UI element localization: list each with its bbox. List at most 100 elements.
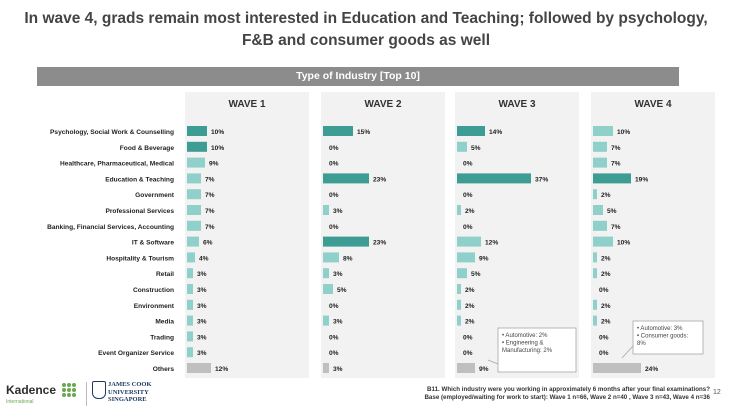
bar-value-label: 2% — [601, 192, 611, 199]
bar-value-label: 0% — [329, 192, 339, 199]
category-label: Healthcare, Pharmaceutical, Medical — [60, 161, 174, 168]
bar — [187, 173, 201, 184]
bar-value-label: 7% — [611, 161, 621, 168]
bar-value-label: 2% — [601, 255, 611, 262]
bar — [593, 299, 597, 310]
bar — [593, 236, 613, 247]
bar — [593, 141, 607, 152]
bar — [187, 299, 193, 310]
bar-value-label: 7% — [611, 145, 621, 152]
bar-value-label: 14% — [489, 129, 502, 136]
category-label: Food & Beverage — [120, 145, 175, 152]
category-label: Hospitality & Tourism — [106, 255, 174, 262]
bar — [457, 268, 467, 279]
bar — [457, 236, 481, 247]
annotation-text: • Automotive: 2% — [502, 333, 548, 339]
wave-header: WAVE 1 — [228, 99, 265, 110]
bar — [593, 252, 597, 263]
category-label: Psychology, Social Work & Counselling — [50, 129, 174, 136]
bar — [457, 363, 475, 373]
bar — [187, 315, 193, 326]
title-line-2: F&B and consumer goods as well — [241, 32, 491, 49]
bar-value-label: 10% — [617, 240, 630, 247]
bar — [457, 126, 485, 136]
bar-value-label: 9% — [479, 366, 489, 373]
bar — [593, 363, 641, 373]
category-label: Media — [155, 319, 174, 326]
bar-value-label: 0% — [329, 161, 339, 168]
bar-value-label: 2% — [601, 303, 611, 310]
title-line-1: In wave 4, grads remain most interested … — [24, 10, 708, 27]
annotation-box — [632, 320, 704, 355]
category-label: Government — [135, 192, 175, 199]
bar-value-label: 37% — [535, 176, 548, 183]
bar — [323, 268, 329, 279]
bar-value-label: 3% — [197, 334, 207, 341]
bar-value-label: 10% — [211, 129, 224, 136]
bar — [187, 157, 205, 168]
bar — [323, 284, 333, 294]
wave-header: WAVE 4 — [634, 99, 671, 110]
annotation-text: Manufacturing: 2% — [502, 348, 553, 354]
bar-value-label: 0% — [599, 287, 609, 294]
bar-value-label: 12% — [215, 366, 228, 373]
bar — [187, 363, 211, 373]
bar — [323, 236, 369, 247]
bar-value-label: 0% — [599, 334, 609, 341]
jcu-logo-line-3: SINGAPORE — [108, 396, 147, 403]
bar-value-label: 8% — [343, 255, 353, 262]
bar — [187, 141, 207, 152]
bar-value-label: 5% — [471, 271, 481, 278]
wave-panel — [321, 92, 445, 378]
bar — [457, 205, 461, 215]
bar-value-label: 24% — [645, 366, 658, 373]
category-label: Professional Services — [105, 208, 174, 215]
bar-value-label: 3% — [197, 287, 207, 294]
annotation-box — [497, 327, 577, 373]
bar — [457, 284, 461, 294]
wave-header: WAVE 3 — [498, 99, 535, 110]
bar-value-label: 3% — [333, 271, 343, 278]
bar-value-label: 3% — [333, 208, 343, 215]
annotation-text: 8% — [637, 341, 646, 347]
annotation-pointer — [487, 359, 499, 365]
kadence-dots-icon — [62, 383, 76, 397]
bar-value-label: 3% — [197, 350, 207, 357]
bar — [187, 220, 201, 231]
category-label: Construction — [133, 287, 174, 294]
category-label: Education & Teaching — [105, 176, 174, 183]
bar-value-label: 0% — [329, 145, 339, 152]
bar — [323, 126, 353, 136]
footnote-question: B11. Which industry were you working in … — [427, 386, 710, 393]
bar-value-label: 7% — [205, 208, 215, 215]
bar — [187, 126, 207, 136]
bar — [187, 268, 193, 279]
bar-value-label: 3% — [197, 303, 207, 310]
annotation-text: • Automotive: 3% — [637, 326, 683, 332]
bar-value-label: 3% — [197, 271, 207, 278]
chart-header-bar: Type of Industry [Top 10] — [37, 67, 679, 86]
jcu-crest-icon — [92, 381, 106, 399]
bar-value-label: 2% — [465, 319, 475, 326]
category-label: IT & Software — [132, 240, 174, 247]
footnote: B11. Which industry were you working in … — [420, 386, 710, 402]
bar-value-label: 23% — [373, 176, 386, 183]
category-label: Event Organizer Service — [98, 350, 174, 357]
bar — [457, 299, 461, 310]
kadence-logo: Kadence — [6, 383, 57, 397]
jcu-logo-line-2: UNIVERSITY — [108, 388, 149, 396]
bar-value-label: 5% — [471, 145, 481, 152]
logo-divider — [86, 382, 87, 406]
jcu-logo-line-1: JAMES COOK — [108, 381, 152, 388]
bar-value-label: 4% — [199, 255, 209, 262]
bar-value-label: 0% — [329, 303, 339, 310]
bar-value-label: 9% — [209, 161, 219, 168]
bar-value-label: 10% — [617, 129, 630, 136]
jcu-logo: JAMES COOK UNIVERSITY SINGAPORE — [108, 381, 152, 404]
bar — [323, 363, 329, 373]
bar-value-label: 12% — [485, 240, 498, 247]
bar — [593, 315, 597, 326]
category-label: Environment — [134, 303, 175, 310]
bar-value-label: 7% — [205, 224, 215, 231]
